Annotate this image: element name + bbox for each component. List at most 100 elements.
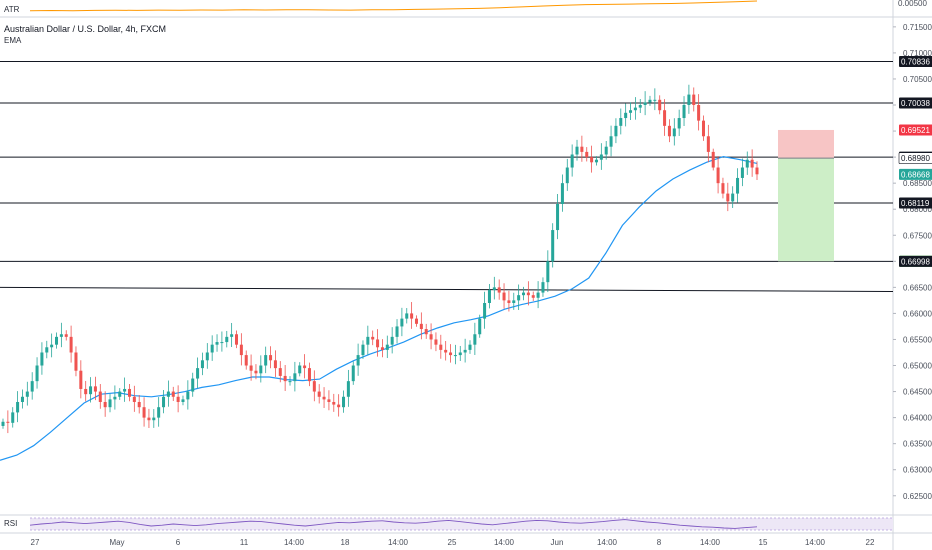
candle-body-90 (439, 344, 443, 350)
candle-body-144 (701, 120, 705, 137)
candle-body-3 (16, 401, 20, 413)
candle-body-75 (366, 336, 370, 345)
candle-body-7 (35, 365, 39, 382)
price-tick-8: 0.67500 (903, 231, 932, 240)
candle-body-56 (273, 360, 277, 369)
price-tick-1: 0.71000 (903, 49, 932, 58)
candle-body-106 (517, 295, 521, 301)
candle-body-5 (25, 391, 29, 397)
time-tick-15: 22 (866, 538, 875, 547)
candle-body-73 (356, 355, 360, 366)
time-tick-0: 27 (31, 538, 40, 547)
price-tick-10: 0.66500 (903, 283, 932, 292)
candle-body-119 (580, 146, 584, 152)
candle-body-2 (11, 412, 15, 423)
candle-body-10 (50, 344, 54, 348)
price-label-badge-1 (899, 97, 932, 109)
candle-body-99 (483, 302, 487, 319)
candle-body-78 (380, 347, 384, 350)
price-tick-17: 0.63000 (903, 466, 932, 475)
candle-body-21 (103, 401, 107, 408)
candle-body-19 (93, 386, 97, 392)
candle-body-137 (667, 125, 671, 137)
trend-line[interactable] (0, 286, 894, 293)
candle-body-39 (191, 378, 195, 392)
stop-loss-zone[interactable] (778, 129, 834, 159)
atr-pane: ATR 0.00500 (4, 0, 927, 14)
candle-body-135 (658, 99, 662, 111)
candle-body-120 (585, 151, 589, 158)
candle-body-103 (502, 292, 506, 301)
candle-body-65 (317, 391, 321, 397)
price-tick-16: 0.63500 (903, 440, 932, 449)
candle-body-151 (736, 177, 740, 194)
candle-body-18 (89, 386, 93, 395)
candle-body-67 (327, 399, 331, 402)
candle-body-44 (215, 342, 219, 345)
time-tick-3: 11 (240, 538, 249, 547)
candle-body-34 (166, 391, 170, 397)
candle-body-6 (30, 381, 34, 392)
candle-body-125 (609, 136, 613, 147)
candle-body-108 (526, 292, 530, 296)
time-tick-13: 15 (759, 538, 768, 547)
candle-body-114 (556, 204, 560, 231)
candle-body-127 (619, 118, 623, 126)
candle-body-20 (98, 391, 102, 402)
candle-body-41 (200, 360, 204, 369)
horizontal-levels (0, 60, 893, 262)
candle-body-4 (20, 396, 24, 402)
candle-body-89 (434, 339, 438, 345)
candle-body-32 (157, 407, 161, 418)
candle-body-79 (385, 344, 389, 350)
time-tick-10: 14:00 (597, 538, 618, 547)
candle-body-29 (142, 407, 146, 418)
price-tick-14: 0.64500 (903, 388, 932, 397)
candle-body-136 (663, 110, 667, 126)
candle-body-57 (278, 368, 282, 376)
time-tick-11: 8 (657, 538, 662, 547)
ema-line (0, 155, 758, 461)
candle-body-54 (264, 355, 268, 366)
time-tick-12: 14:00 (700, 538, 721, 547)
price-axis[interactable]: 0.715000.710000.705000.700000.695000.690… (893, 23, 932, 501)
time-axis[interactable]: 27 May 6 11 14:00 18 14:00 25 14:00 Jun 14:00 8 14:0… (31, 538, 875, 547)
price-label-badge-2 (899, 124, 932, 136)
candle-body-9 (45, 347, 49, 353)
candle-body-102 (497, 287, 501, 293)
chart-title: Australian Dollar / U.S. Dollar, 4h, FXC… (4, 24, 166, 34)
candle-body-45 (220, 342, 224, 344)
candle-body-153 (745, 159, 749, 168)
candle-body-72 (351, 365, 355, 382)
candle-body-132 (643, 102, 647, 106)
candle-body-37 (181, 399, 185, 402)
candle-body-31 (152, 417, 156, 421)
atr-line (29, 0, 758, 12)
candle-body-24 (118, 391, 122, 397)
candle-body-126 (614, 125, 618, 137)
rsi-label: RSI (4, 519, 17, 528)
take-profit-zone[interactable] (778, 158, 834, 262)
candle-body-50 (244, 355, 248, 366)
short-position-tool[interactable] (778, 129, 834, 262)
candle-body-118 (575, 146, 579, 155)
candle-body-113 (551, 230, 555, 262)
price-pane[interactable]: Australian Dollar / U.S. Dollar, 4h, FXC… (0, 24, 894, 461)
time-tick-2: 6 (176, 538, 181, 547)
candle-body-86 (419, 323, 423, 330)
candle-body-98 (478, 318, 482, 335)
candle-body-15 (74, 352, 78, 371)
candle-body-80 (390, 336, 394, 345)
candle-body-52 (254, 370, 258, 374)
time-tick-8: 14:00 (494, 538, 515, 547)
candle-body-100 (487, 289, 491, 303)
candle-body-93 (453, 355, 457, 357)
candle-body-140 (682, 105, 686, 119)
candle-body-146 (711, 151, 715, 168)
candle-body-85 (414, 318, 418, 324)
candle-body-123 (599, 154, 603, 160)
candle-body-115 (560, 183, 564, 204)
candle-body-95 (463, 349, 467, 353)
candle-body-60 (293, 373, 297, 382)
